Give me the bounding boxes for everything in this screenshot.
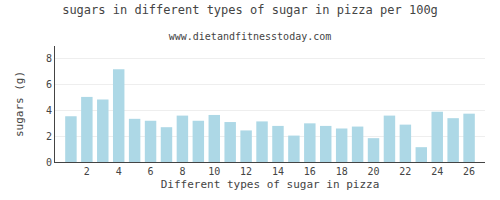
svg-text:12: 12 — [240, 166, 252, 177]
svg-text:26: 26 — [463, 166, 475, 177]
svg-text:18: 18 — [336, 166, 348, 177]
svg-text:0: 0 — [46, 157, 52, 168]
svg-text:10: 10 — [208, 166, 220, 177]
svg-text:www.dietandfitnesstoday.com: www.dietandfitnesstoday.com — [169, 31, 332, 42]
svg-text:8: 8 — [46, 53, 52, 64]
svg-text:sugars in different types of s: sugars in different types of sugar in pi… — [62, 3, 438, 17]
svg-text:6: 6 — [148, 166, 154, 177]
svg-text:20: 20 — [367, 166, 379, 177]
svg-text:22: 22 — [399, 166, 411, 177]
svg-text:24: 24 — [431, 166, 443, 177]
svg-text:8: 8 — [179, 166, 185, 177]
svg-text:14: 14 — [272, 166, 284, 177]
svg-text:sugars (g): sugars (g) — [13, 71, 26, 137]
svg-text:6: 6 — [46, 79, 52, 90]
svg-text:4: 4 — [46, 105, 52, 116]
svg-text:4: 4 — [116, 166, 122, 177]
svg-text:2: 2 — [84, 166, 90, 177]
svg-text:16: 16 — [304, 166, 316, 177]
svg-text:Different types of sugar in pi: Different types of sugar in pizza — [161, 178, 380, 191]
svg-text:2: 2 — [46, 131, 52, 142]
